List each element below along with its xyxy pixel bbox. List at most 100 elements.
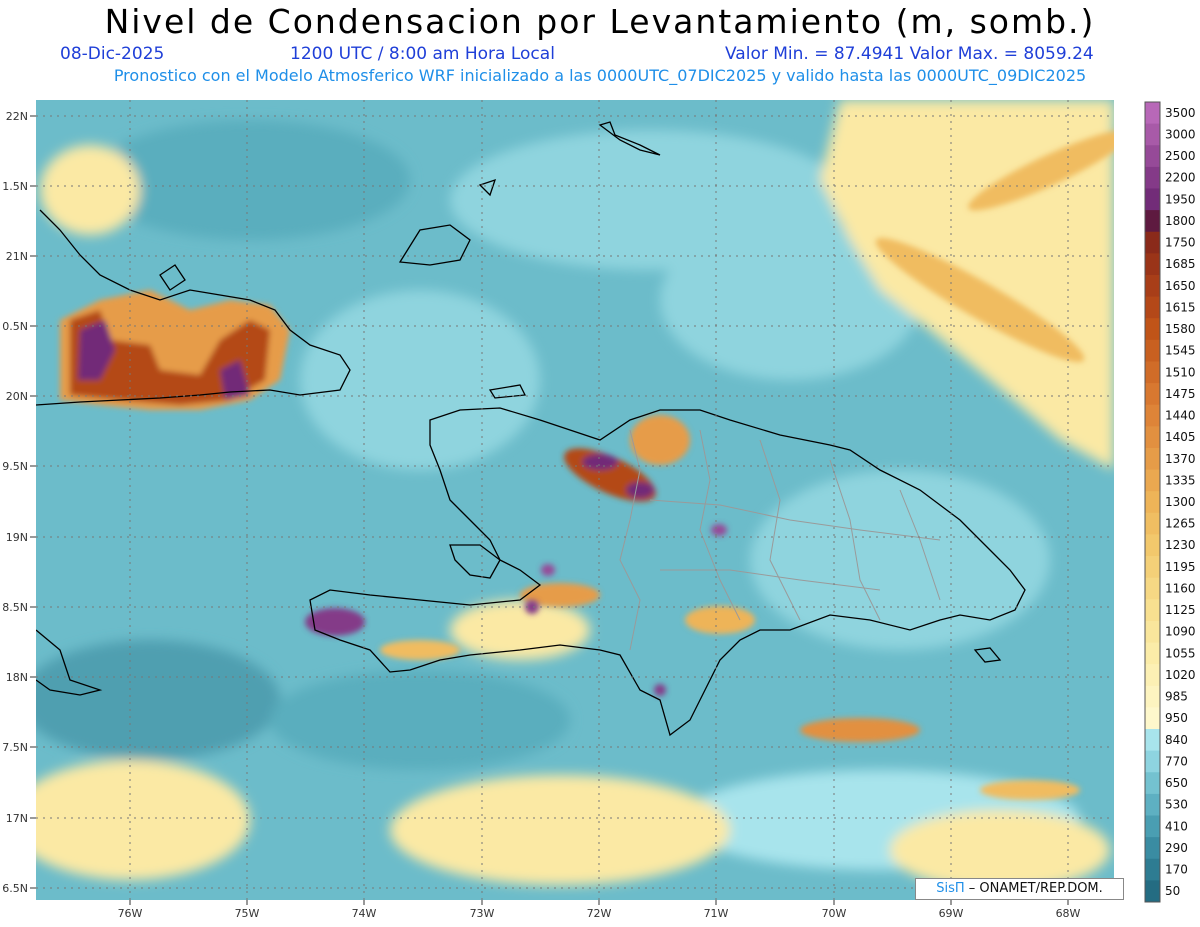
colorbar-label: 1650: [1165, 279, 1196, 293]
field-hisp-purple: [525, 600, 539, 614]
colorbar-label: 1335: [1165, 473, 1196, 487]
lat-label: 21N: [6, 250, 28, 263]
colorbar-swatch: [1145, 253, 1160, 276]
forecast-description: Pronostico con el Modelo Atmosferico WRF…: [113, 66, 1087, 85]
colorbar-swatch: [1145, 210, 1160, 233]
colorbar-label: 1055: [1165, 646, 1196, 660]
colorbar-label: 1800: [1165, 214, 1196, 228]
field-yellow-sw: [36, 760, 250, 880]
coast-turks-caicos: [598, 121, 661, 156]
colorbar-swatch: [1145, 318, 1160, 341]
lat-label: 17N: [6, 812, 28, 825]
colorbar-swatch: [1145, 880, 1160, 903]
colorbar-label: 950: [1165, 711, 1188, 725]
lat-label: 19N: [6, 531, 28, 544]
coast-hispaniola: [309, 407, 1026, 737]
colorbar-label: 530: [1165, 798, 1188, 812]
colorbar-swatch: [1145, 361, 1160, 384]
field-patch: [36, 640, 280, 760]
colorbar-label: 1405: [1165, 430, 1196, 444]
colorbar-frame: [1144, 101, 1161, 903]
field-orange-streak: [875, 238, 1085, 362]
lat-label: 20N: [6, 390, 28, 403]
colorbar-label: 1125: [1165, 603, 1196, 617]
coast-tortuga: [488, 384, 527, 399]
field-patch: [660, 220, 920, 380]
colorbar-swatch: [1145, 707, 1160, 730]
lon-label: 71W: [704, 907, 729, 920]
colorbar-label: 650: [1165, 776, 1188, 790]
field-hisp-purple: [626, 482, 654, 498]
colorbar-swatch: [1145, 469, 1160, 492]
colorbar-label: 1370: [1165, 452, 1196, 466]
graticule: [36, 100, 1114, 900]
field-orange-streak: [380, 640, 460, 660]
province-line: [699, 429, 741, 621]
colorbar-swatch: [1145, 599, 1160, 622]
colorbar-label: 1750: [1165, 236, 1196, 250]
colorbar-swatch: [1145, 383, 1160, 406]
colorbar-label: 170: [1165, 863, 1188, 877]
lat-label: 22N: [6, 110, 28, 123]
lat-label: 0.5N: [2, 320, 28, 333]
map-title: Nivel de Condensacion por Levantamiento …: [104, 2, 1096, 41]
colorbar-swatch: [1145, 793, 1160, 817]
lon-label: 70W: [822, 907, 847, 920]
field-patch: [270, 670, 570, 770]
coast-cuba: [36, 209, 351, 406]
colorbar-swatch: [1145, 815, 1160, 838]
colorbar-swatch: [1145, 145, 1160, 168]
lon-label: 68W: [1056, 907, 1081, 920]
lat-label: 18N: [6, 671, 28, 684]
colorbar-swatch: [1145, 339, 1160, 362]
colorbar-label: 1545: [1165, 344, 1196, 358]
field-cuba-purple: [220, 360, 250, 400]
colorbar-swatch: [1145, 296, 1160, 319]
coast-islet: [159, 264, 186, 291]
field-yellow-c: [450, 600, 590, 660]
colorbar-swatch: [1145, 534, 1160, 557]
field-hisp-purple: [305, 608, 365, 636]
colorbar-label: 1195: [1165, 560, 1196, 574]
colorbar-label: 1090: [1165, 625, 1196, 639]
field-orange-streak: [520, 583, 600, 607]
lon-label: 73W: [470, 907, 495, 920]
coast-jamaica: [36, 629, 103, 696]
colorbar-swatch: [1145, 837, 1160, 860]
colorbar-swatch: [1145, 491, 1160, 514]
colorbar-swatch: [1145, 404, 1160, 427]
colorbar-swatch: [1145, 512, 1160, 535]
colorbar-swatch: [1145, 231, 1160, 254]
forecast-date: 08-Dic-2025: [60, 44, 165, 64]
colorbar-label: 1160: [1165, 581, 1196, 595]
forecast-time: 1200 UTC / 8:00 am Hora Local: [290, 44, 555, 64]
lat-label: 6.5N: [2, 882, 28, 895]
credit-text: – ONAMET/REP.DOM.: [968, 881, 1103, 896]
colorbar-swatch: [1145, 123, 1160, 146]
field-cuba-purple: [78, 320, 115, 380]
colorbar-label: 1615: [1165, 300, 1196, 314]
field-yellow-se: [890, 810, 1110, 890]
lon-label: 72W: [587, 907, 612, 920]
credit-box: SisΠ – ONAMET/REP.DOM.: [915, 878, 1124, 900]
credit-logo: SisΠ: [936, 881, 965, 896]
colorbar-label: 290: [1165, 841, 1188, 855]
colorbar-label: 50: [1165, 884, 1180, 898]
colorbar-swatch: [1145, 102, 1160, 125]
colorbar-swatch: [1145, 620, 1160, 644]
lon-label: 74W: [352, 907, 377, 920]
province-line: [759, 439, 801, 621]
lat-label: 1.5N: [2, 180, 28, 193]
field-hisp-purple: [582, 454, 618, 470]
colorbar-label: 1230: [1165, 538, 1196, 552]
colorbar-swatch: [1145, 274, 1160, 298]
value-min-max: Valor Min. = 87.4941 Valor Max. = 8059.2…: [725, 44, 1094, 64]
lat-label: 8.5N: [2, 601, 28, 614]
province-line: [899, 489, 941, 601]
colorbar-swatch: [1145, 426, 1160, 449]
colorbar-swatch: [1145, 664, 1160, 687]
lon-label: 75W: [235, 907, 260, 920]
field-patch: [90, 120, 410, 240]
colorbar-swatch: [1145, 685, 1160, 708]
